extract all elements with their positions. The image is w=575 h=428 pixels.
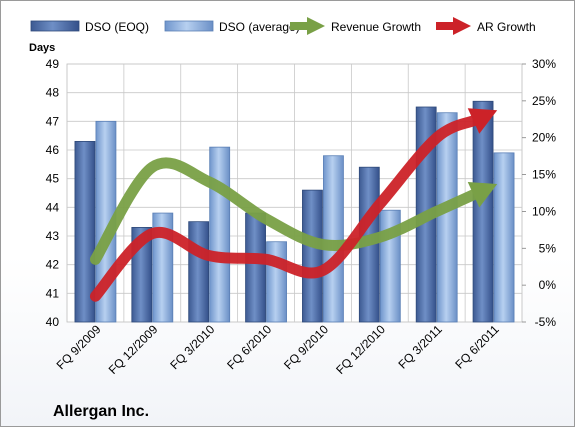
bar-dso-eoq <box>245 212 266 323</box>
legend-swatch-dso-eoq <box>30 20 80 32</box>
arrowhead-ar-growth <box>467 108 498 134</box>
bar-dso-eoq <box>188 221 210 323</box>
x-tick-label: FQ 12/2010 <box>333 322 388 377</box>
legend-item-revenue-growth: Revenue Growth <box>290 17 421 35</box>
y-axis-right: -5% 0% 5% 10% 15% 20% 25% 30% <box>522 57 556 329</box>
y-tick-label: 41 <box>46 286 60 300</box>
company-name: Allergan Inc. <box>53 403 149 420</box>
x-tick-label: FQ 3/2011 <box>395 322 445 372</box>
legend-label-ar-growth: AR Growth <box>477 20 536 34</box>
bar-dso-eoq <box>74 140 96 323</box>
y-tick-label: 43 <box>46 229 60 243</box>
bar-dso-eoq <box>472 100 494 323</box>
y-tick-label: 42 <box>46 258 60 272</box>
growth-lines <box>89 108 498 302</box>
y2-tick-label: -5% <box>535 315 557 329</box>
x-tick-label: FQ 6/2010 <box>224 322 274 372</box>
y-axis-title: Days <box>29 42 55 54</box>
legend-label-dso-eoq: DSO (EOQ) <box>85 20 149 34</box>
y-axis-left: 40 41 42 43 44 45 46 47 48 49 <box>46 57 60 329</box>
y-tick-label: 45 <box>46 172 60 186</box>
x-axis: FQ 9/2009 FQ 12/2009 FQ 3/2010 FQ 6/2010 FQ … <box>54 322 502 377</box>
x-tick-label: FQ 12/2009 <box>106 322 161 377</box>
y2-tick-label: 30% <box>532 57 556 71</box>
y2-tick-label: 20% <box>532 131 556 145</box>
legend: DSO (EOQ) DSO (average) Revenue Growth A… <box>30 17 536 35</box>
y2-tick-label: 15% <box>532 168 556 182</box>
bar-dso-average <box>323 155 344 323</box>
x-tick-label: FQ 3/2010 <box>167 322 217 372</box>
y-tick-label: 46 <box>46 143 60 157</box>
legend-label-revenue-growth: Revenue Growth <box>331 20 421 34</box>
y2-tick-label: 5% <box>539 241 557 255</box>
y-tick-label: 49 <box>46 57 60 71</box>
y-tick-label: 40 <box>46 315 60 329</box>
arrowhead-revenue-growth <box>467 181 498 208</box>
bar-dso-average <box>152 212 174 323</box>
legend-item-dso-eoq: DSO (EOQ) <box>30 20 149 34</box>
line-ar-growth <box>89 114 481 302</box>
y-tick-label: 44 <box>46 200 60 214</box>
y-tick-label: 48 <box>46 86 60 100</box>
bar-dso-average <box>436 112 458 323</box>
bar-dso-eoq <box>302 189 323 323</box>
y2-tick-label: 0% <box>539 278 557 292</box>
bar-dso-average <box>266 241 287 323</box>
y2-tick-label: 25% <box>532 94 556 108</box>
legend-label-dso-average: DSO (average) <box>219 20 300 34</box>
x-tick-label: FQ 6/2011 <box>452 322 502 372</box>
legend-item-dso-average: DSO (average) <box>164 20 300 34</box>
legend-item-ar-growth: AR Growth <box>436 17 536 35</box>
y2-tick-label: 10% <box>532 204 556 218</box>
legend-arrowhead-revenue-growth <box>307 17 325 35</box>
bar-dso-average <box>209 146 231 323</box>
legend-swatch-dso-average <box>164 20 214 32</box>
legend-arrowhead-ar-growth <box>453 17 471 35</box>
x-tick-label: FQ 9/2009 <box>54 322 104 372</box>
bar-dso-average <box>493 152 515 323</box>
x-tick-label: FQ 9/2010 <box>281 322 331 372</box>
y-tick-label: 47 <box>46 114 60 128</box>
line-revenue-growth <box>89 157 481 265</box>
